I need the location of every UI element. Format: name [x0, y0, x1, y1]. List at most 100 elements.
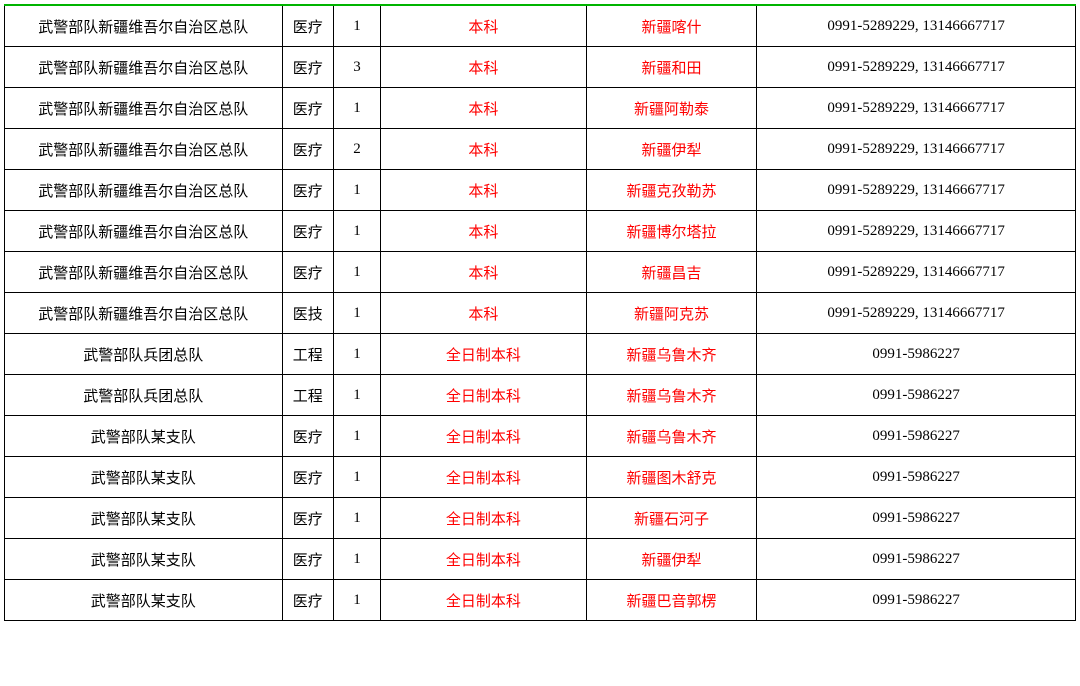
cell-org: 武警部队某支队: [5, 498, 283, 539]
cell-num: 1: [333, 334, 380, 375]
cell-cat: 医疗: [282, 211, 333, 252]
table-row: 武警部队某支队医疗1全日制本科新疆伊犁0991-5986227: [5, 539, 1076, 580]
cell-phone: 0991-5289229, 13146667717: [757, 129, 1076, 170]
table-row: 武警部队兵团总队工程1全日制本科新疆乌鲁木齐0991-5986227: [5, 334, 1076, 375]
cell-edu: 本科: [381, 5, 587, 47]
cell-num: 1: [333, 457, 380, 498]
cell-cat: 医疗: [282, 416, 333, 457]
cell-edu: 本科: [381, 129, 587, 170]
cell-phone: 0991-5289229, 13146667717: [757, 88, 1076, 129]
cell-org: 武警部队新疆维吾尔自治区总队: [5, 88, 283, 129]
cell-org: 武警部队某支队: [5, 457, 283, 498]
cell-edu: 全日制本科: [381, 457, 587, 498]
table-row: 武警部队新疆维吾尔自治区总队医疗1本科新疆克孜勒苏0991-5289229, 1…: [5, 170, 1076, 211]
table-row: 武警部队新疆维吾尔自治区总队医疗2本科新疆伊犁0991-5289229, 131…: [5, 129, 1076, 170]
cell-num: 1: [333, 416, 380, 457]
cell-edu: 本科: [381, 252, 587, 293]
cell-phone: 0991-5986227: [757, 457, 1076, 498]
cell-num: 1: [333, 293, 380, 334]
cell-num: 1: [333, 170, 380, 211]
cell-loc: 新疆乌鲁木齐: [586, 375, 757, 416]
cell-phone: 0991-5986227: [757, 416, 1076, 457]
cell-phone: 0991-5289229, 13146667717: [757, 5, 1076, 47]
table-row: 武警部队某支队医疗1全日制本科新疆乌鲁木齐0991-5986227: [5, 416, 1076, 457]
table-row: 武警部队新疆维吾尔自治区总队医疗3本科新疆和田0991-5289229, 131…: [5, 47, 1076, 88]
cell-loc: 新疆和田: [586, 47, 757, 88]
cell-phone: 0991-5986227: [757, 539, 1076, 580]
cell-num: 1: [333, 211, 380, 252]
cell-edu: 全日制本科: [381, 539, 587, 580]
table-row: 武警部队兵团总队工程1全日制本科新疆乌鲁木齐0991-5986227: [5, 375, 1076, 416]
cell-edu: 全日制本科: [381, 334, 587, 375]
cell-num: 1: [333, 539, 380, 580]
table-row: 武警部队某支队医疗1全日制本科新疆图木舒克0991-5986227: [5, 457, 1076, 498]
cell-org: 武警部队新疆维吾尔自治区总队: [5, 293, 283, 334]
cell-num: 2: [333, 129, 380, 170]
cell-org: 武警部队新疆维吾尔自治区总队: [5, 5, 283, 47]
cell-num: 1: [333, 88, 380, 129]
cell-edu: 本科: [381, 211, 587, 252]
cell-phone: 0991-5986227: [757, 580, 1076, 621]
cell-loc: 新疆阿克苏: [586, 293, 757, 334]
cell-cat: 医疗: [282, 170, 333, 211]
cell-org: 武警部队兵团总队: [5, 334, 283, 375]
cell-num: 1: [333, 5, 380, 47]
cell-cat: 医疗: [282, 498, 333, 539]
cell-loc: 新疆石河子: [586, 498, 757, 539]
cell-loc: 新疆阿勒泰: [586, 88, 757, 129]
cell-loc: 新疆乌鲁木齐: [586, 334, 757, 375]
cell-edu: 本科: [381, 170, 587, 211]
table-row: 武警部队某支队医疗1全日制本科新疆石河子0991-5986227: [5, 498, 1076, 539]
cell-org: 武警部队新疆维吾尔自治区总队: [5, 211, 283, 252]
cell-loc: 新疆昌吉: [586, 252, 757, 293]
cell-org: 武警部队某支队: [5, 416, 283, 457]
cell-org: 武警部队某支队: [5, 539, 283, 580]
table-row: 武警部队新疆维吾尔自治区总队医技1本科新疆阿克苏0991-5289229, 13…: [5, 293, 1076, 334]
cell-num: 1: [333, 375, 380, 416]
cell-cat: 医疗: [282, 539, 333, 580]
cell-loc: 新疆乌鲁木齐: [586, 416, 757, 457]
cell-cat: 医疗: [282, 129, 333, 170]
cell-cat: 工程: [282, 375, 333, 416]
cell-loc: 新疆巴音郭楞: [586, 580, 757, 621]
cell-cat: 医疗: [282, 457, 333, 498]
cell-edu: 全日制本科: [381, 580, 587, 621]
cell-phone: 0991-5289229, 13146667717: [757, 211, 1076, 252]
cell-loc: 新疆克孜勒苏: [586, 170, 757, 211]
cell-org: 武警部队某支队: [5, 580, 283, 621]
cell-loc: 新疆伊犁: [586, 129, 757, 170]
cell-loc: 新疆博尔塔拉: [586, 211, 757, 252]
cell-num: 1: [333, 498, 380, 539]
cell-phone: 0991-5289229, 13146667717: [757, 252, 1076, 293]
cell-org: 武警部队新疆维吾尔自治区总队: [5, 170, 283, 211]
cell-num: 3: [333, 47, 380, 88]
cell-phone: 0991-5986227: [757, 334, 1076, 375]
cell-cat: 医技: [282, 293, 333, 334]
recruitment-table: 武警部队新疆维吾尔自治区总队医疗1本科新疆喀什0991-5289229, 131…: [4, 4, 1076, 621]
cell-loc: 新疆图木舒克: [586, 457, 757, 498]
cell-num: 1: [333, 580, 380, 621]
cell-org: 武警部队兵团总队: [5, 375, 283, 416]
cell-phone: 0991-5289229, 13146667717: [757, 293, 1076, 334]
table-row: 武警部队新疆维吾尔自治区总队医疗1本科新疆阿勒泰0991-5289229, 13…: [5, 88, 1076, 129]
cell-cat: 医疗: [282, 5, 333, 47]
cell-edu: 本科: [381, 88, 587, 129]
cell-cat: 医疗: [282, 88, 333, 129]
table-row: 武警部队新疆维吾尔自治区总队医疗1本科新疆博尔塔拉0991-5289229, 1…: [5, 211, 1076, 252]
cell-org: 武警部队新疆维吾尔自治区总队: [5, 129, 283, 170]
table-row: 武警部队某支队医疗1全日制本科新疆巴音郭楞0991-5986227: [5, 580, 1076, 621]
cell-phone: 0991-5289229, 13146667717: [757, 170, 1076, 211]
cell-phone: 0991-5986227: [757, 375, 1076, 416]
cell-org: 武警部队新疆维吾尔自治区总队: [5, 47, 283, 88]
table-row: 武警部队新疆维吾尔自治区总队医疗1本科新疆昌吉0991-5289229, 131…: [5, 252, 1076, 293]
cell-phone: 0991-5289229, 13146667717: [757, 47, 1076, 88]
cell-edu: 全日制本科: [381, 416, 587, 457]
cell-loc: 新疆喀什: [586, 5, 757, 47]
cell-edu: 全日制本科: [381, 375, 587, 416]
cell-edu: 本科: [381, 47, 587, 88]
cell-cat: 工程: [282, 334, 333, 375]
cell-edu: 全日制本科: [381, 498, 587, 539]
cell-cat: 医疗: [282, 580, 333, 621]
cell-cat: 医疗: [282, 252, 333, 293]
table-row: 武警部队新疆维吾尔自治区总队医疗1本科新疆喀什0991-5289229, 131…: [5, 5, 1076, 47]
